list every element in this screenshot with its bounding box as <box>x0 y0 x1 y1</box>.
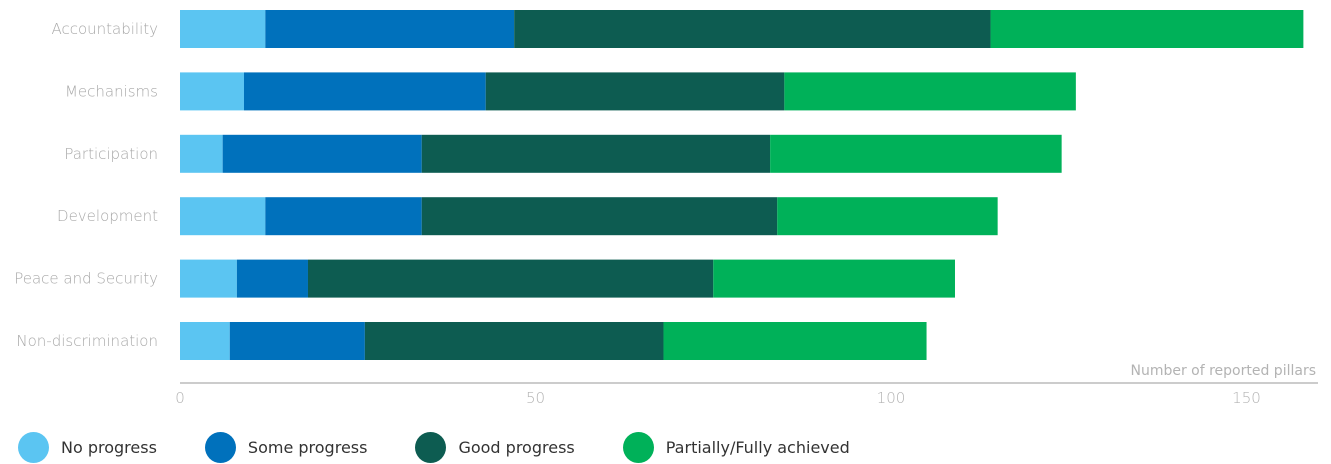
bar-segment-good-progress <box>364 322 664 360</box>
legend-item-partially-fully-achieved: Partially/Fully achieved <box>622 431 850 463</box>
bar-segment-good-progress <box>514 10 991 48</box>
bar-segment-good-progress <box>421 197 778 236</box>
legend-swatch <box>415 431 447 463</box>
bar-segment-no-progress <box>180 72 244 111</box>
bar-segment-partially-fully-achieved <box>777 197 998 236</box>
bar-segment-partially-fully-achieved <box>784 72 1076 111</box>
x-tick-label: 50 <box>526 389 545 407</box>
legend-label: No progress <box>61 437 157 457</box>
bar-segment-no-progress <box>180 134 223 173</box>
bar-segment-some-progress <box>243 72 486 111</box>
x-axis-title: Number of reported pillars <box>1130 363 1316 379</box>
category-label: Peace and Security <box>14 270 158 288</box>
bar-segment-no-progress <box>180 197 266 236</box>
legend-label: Partially/Fully achieved <box>665 437 850 457</box>
category-label: Development <box>57 207 158 225</box>
legend-item-good-progress: Good progress <box>415 431 575 463</box>
bar-segment-some-progress <box>229 322 365 360</box>
bar-segment-some-progress <box>236 259 308 298</box>
bar-segment-partially-fully-achieved <box>663 322 927 360</box>
category-label: Accountability <box>51 20 158 38</box>
bar-segment-good-progress <box>307 259 714 298</box>
x-tick-label: 100 <box>877 389 906 407</box>
bar-segment-partially-fully-achieved <box>770 134 1062 173</box>
category-label: Participation <box>64 145 158 163</box>
legend-label: Some progress <box>247 437 368 457</box>
bar-segment-partially-fully-achieved <box>713 259 955 298</box>
legend-item-some-progress: Some progress <box>204 431 368 463</box>
bar-segment-no-progress <box>180 322 230 360</box>
bar-segment-partially-fully-achieved <box>990 10 1304 48</box>
legend-swatch <box>622 431 654 463</box>
legend-item-no-progress: No progress <box>18 431 157 463</box>
legend-swatch <box>204 431 236 463</box>
legend: No progress Some progress Good progress Par… <box>18 430 898 464</box>
category-label: Mechanisms <box>65 82 158 100</box>
legend-label: Good progress <box>458 437 575 457</box>
bar-segment-good-progress <box>485 72 785 111</box>
bar-segment-some-progress <box>222 134 422 173</box>
bar-segment-good-progress <box>421 134 771 173</box>
x-tick-label: 0 <box>175 389 185 407</box>
x-tick-label: 150 <box>1232 389 1261 407</box>
bar-segment-some-progress <box>265 10 515 48</box>
bar-segment-some-progress <box>265 197 422 236</box>
bar-segment-no-progress <box>180 259 237 298</box>
bar-segment-no-progress <box>180 10 266 48</box>
legend-swatch <box>18 431 49 463</box>
category-label: Non-discrimination <box>16 332 158 350</box>
